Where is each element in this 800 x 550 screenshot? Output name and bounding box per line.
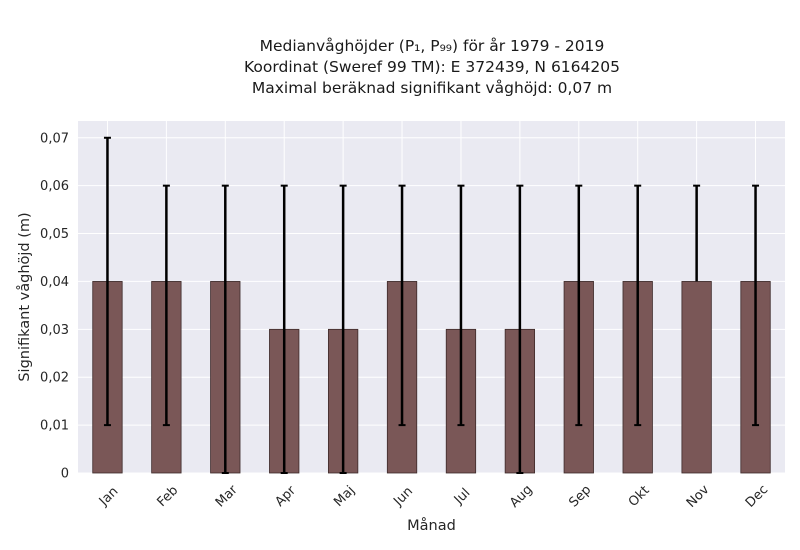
errorbar-jun: [398, 184, 406, 427]
errorbar-mar: [221, 184, 229, 474]
errorbar-okt: [634, 184, 642, 427]
x-tick-label: Okt: [626, 483, 653, 510]
x-axis-label: Månad: [407, 517, 456, 534]
x-tick-label: Jun: [390, 484, 416, 510]
chart-title-line: Medianvåghöjder (P₁, P₉₉) för år 1979 - …: [260, 37, 605, 55]
errorbar-apr: [280, 184, 288, 474]
y-tick-label: 0,02: [40, 371, 69, 386]
x-tick-label: Maj: [331, 483, 358, 510]
x-tick-labels: Jan Feb Mar Apr Maj Jun Jul Aug Sep Okt Nov Dec: [96, 482, 771, 511]
y-tick-label: 0,06: [40, 179, 69, 194]
errorbar-feb: [162, 184, 170, 427]
y-tick-label: 0,04: [40, 275, 69, 290]
errorbar-nov: [693, 184, 701, 282]
plot-area: [78, 121, 785, 473]
y-tick-label: 0,07: [40, 131, 69, 146]
y-tick-label: 0,05: [40, 227, 69, 242]
x-tick-label: Aug: [507, 482, 536, 511]
y-tick-label: 0,03: [40, 323, 69, 338]
bar-nov: [681, 281, 712, 474]
x-tick-label: Jul: [451, 486, 473, 508]
error-bars: [103, 136, 760, 474]
x-tick-label: Mar: [213, 482, 241, 510]
x-tick-label: Nov: [684, 482, 713, 511]
errorbar-dec: [752, 184, 760, 427]
y-tick-label: 0: [61, 467, 69, 482]
chart-title: Medianvåghöjder (P₁, P₉₉) för år 1979 - …: [244, 37, 620, 97]
errorbar-jul: [457, 184, 465, 427]
chart-title-line: Maximal beräknad signifikant våghöjd: 0,…: [252, 79, 612, 97]
errorbar-aug: [516, 184, 524, 474]
errorbar-jan: [103, 136, 111, 427]
chart-title-line: Koordinat (Sweref 99 TM): E 372439, N 61…: [244, 58, 620, 76]
y-tick-label: 0,01: [40, 419, 69, 434]
x-tick-label: Feb: [154, 483, 181, 510]
x-tick-label: Dec: [743, 482, 771, 510]
errorbar-sep: [575, 184, 583, 427]
y-axis-label: Signifikant våghöjd (m): [16, 212, 33, 381]
x-tick-label: Apr: [272, 483, 299, 510]
x-tick-label: Sep: [566, 483, 594, 511]
errorbar-maj: [339, 184, 347, 474]
y-tick-labels: 0 0,01 0,02 0,03 0,04 0,05 0,06 0,07: [40, 131, 69, 481]
x-tick-label: Jan: [96, 484, 121, 509]
